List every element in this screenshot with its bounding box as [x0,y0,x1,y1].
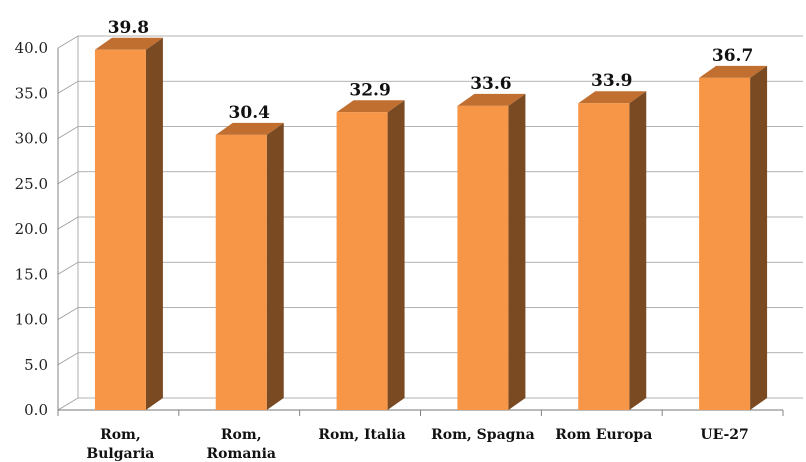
x-tick-label-0-line-0: Rom, [100,427,141,443]
y-tick-label-6: 30.0 [15,130,48,148]
bar-side-4 [629,91,647,410]
y-tick-label-7: 35.0 [15,84,48,102]
value-label-4: 33.9 [591,71,632,91]
y-tick-label-1: 5.0 [24,356,48,374]
bar-2 [336,112,388,410]
x-tick-label-1-line-1: Romania [207,446,276,462]
gridline-3 [57,261,803,275]
gridline-6 [57,126,803,139]
value-label-3: 33.6 [470,74,511,94]
value-label-2: 32.9 [349,80,390,100]
x-tick-label-4: Rom Europa [555,427,652,443]
y-tick-label-5: 25.0 [15,175,48,193]
gridline-8 [57,35,803,49]
gridline-1 [57,352,803,366]
bar-top-3 [457,93,526,106]
x-tick-label-5: UE-27 [700,427,748,443]
y-tick-label-4: 20.0 [15,220,48,238]
gridline-4 [57,216,803,230]
y-tick-label-8: 40.0 [15,39,48,57]
bar-side-5 [750,65,768,411]
bar-0 [94,49,146,411]
bar-top-2 [336,100,405,113]
y-tick-label-0: 0.0 [24,401,48,419]
bar-top-5 [699,65,768,78]
bar-top-4 [578,91,647,104]
bar-1 [215,134,267,410]
x-tick-label-3: Rom, Spagna [431,427,535,443]
x-tick-label-0-line-1: Bulgaria [86,446,154,462]
x-tick-label-1-line-0: Rom, [221,427,262,443]
gridline-5 [57,171,803,185]
gridline-2 [57,307,803,320]
value-label-5: 36.7 [712,46,753,66]
bar-side-1 [266,122,284,410]
gridline-7 [57,80,803,94]
bar-side-2 [387,100,405,410]
bar-4 [578,103,630,410]
bar-side-3 [508,93,526,411]
bar-top-1 [215,122,284,135]
bar-side-0 [145,37,163,411]
gridline-0 [57,397,803,411]
x-tick-label-2: Rom, Italia [318,427,405,443]
bar-5 [699,77,751,411]
y-tick-label-3: 15.0 [15,265,48,283]
bar-3 [457,105,509,411]
value-label-1: 30.4 [229,103,271,123]
bar-top-0 [94,37,163,50]
value-label-0: 39.8 [108,18,149,38]
y-tick-label-2: 10.0 [15,311,48,329]
